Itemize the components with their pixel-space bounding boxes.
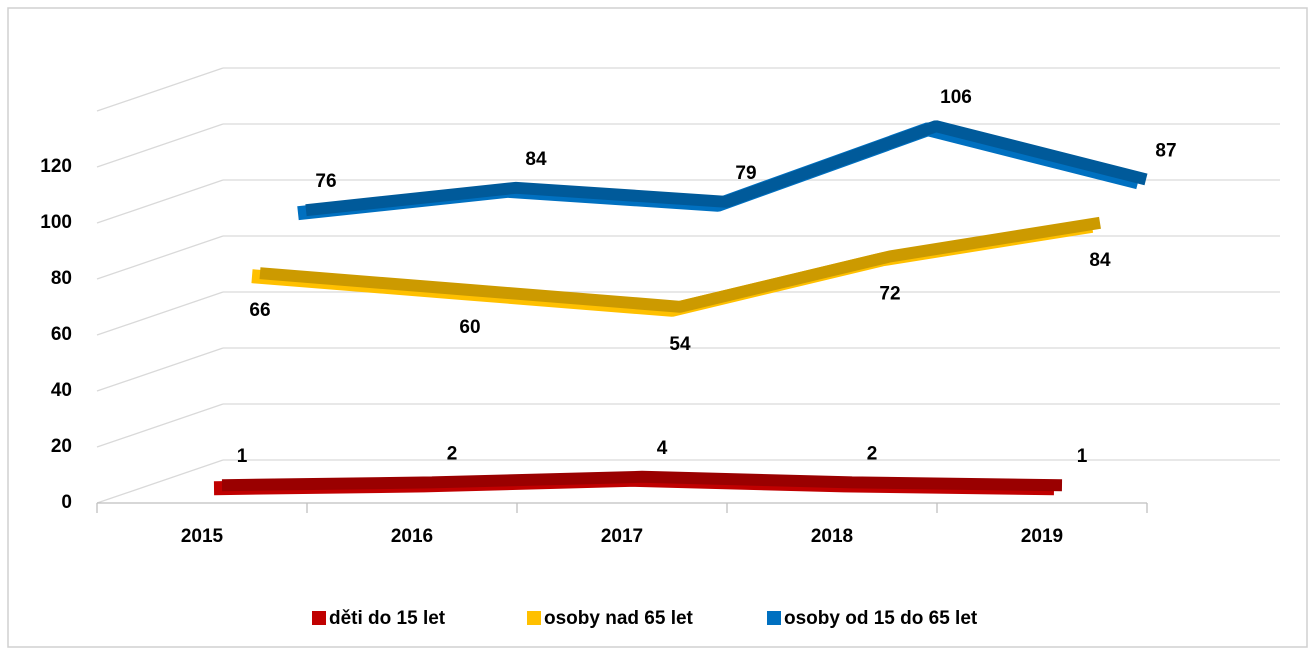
- grid-line: [96, 459, 224, 504]
- x-tick-label: 2015: [181, 526, 224, 547]
- chart-border: [7, 7, 1308, 648]
- data-label: 54: [669, 334, 691, 355]
- data-label: 79: [735, 163, 756, 184]
- grid-line: [96, 123, 224, 168]
- y-tick-label: 40: [51, 380, 72, 401]
- data-label: 1: [237, 446, 248, 467]
- data-label: 84: [1089, 250, 1111, 271]
- data-label: 87: [1155, 140, 1176, 161]
- y-tick-label: 80: [51, 268, 72, 289]
- data-label: 60: [459, 317, 480, 338]
- legend-label: osoby od 15 do 65 let: [784, 608, 978, 629]
- legend-label: děti do 15 let: [329, 608, 446, 629]
- grid-line: [96, 235, 224, 280]
- grid-line: [96, 347, 224, 392]
- y-tick-label: 60: [51, 324, 72, 345]
- grid-line: [96, 403, 224, 448]
- data-label: 4: [657, 438, 668, 459]
- data-label: 72: [879, 283, 900, 304]
- legend-swatch: [312, 611, 326, 625]
- grid-line: [96, 291, 224, 336]
- y-tick-label: 120: [40, 156, 72, 177]
- x-tick-label: 2019: [1021, 526, 1063, 547]
- x-tick-label: 2017: [601, 526, 643, 547]
- data-label: 106: [940, 87, 972, 108]
- series-line: [259, 216, 1101, 313]
- grid-line: [96, 179, 224, 224]
- y-tick-label: 20: [51, 436, 72, 457]
- x-tick-label: 2018: [811, 526, 853, 547]
- legend-label: osoby nad 65 let: [544, 608, 694, 629]
- data-label: 84: [525, 149, 547, 170]
- legend-swatch: [767, 611, 781, 625]
- y-tick-label: 0: [61, 492, 72, 513]
- data-label: 1: [1077, 446, 1088, 467]
- series-line: [221, 470, 1063, 492]
- data-label: 66: [249, 300, 270, 321]
- data-label: 2: [867, 443, 878, 464]
- data-label: 76: [315, 171, 336, 192]
- series-line: [305, 120, 1148, 217]
- y-tick-label: 100: [40, 212, 72, 233]
- x-tick-label: 2016: [391, 526, 433, 547]
- legend-swatch: [527, 611, 541, 625]
- data-label: 2: [447, 443, 458, 464]
- grid-line: [96, 67, 224, 112]
